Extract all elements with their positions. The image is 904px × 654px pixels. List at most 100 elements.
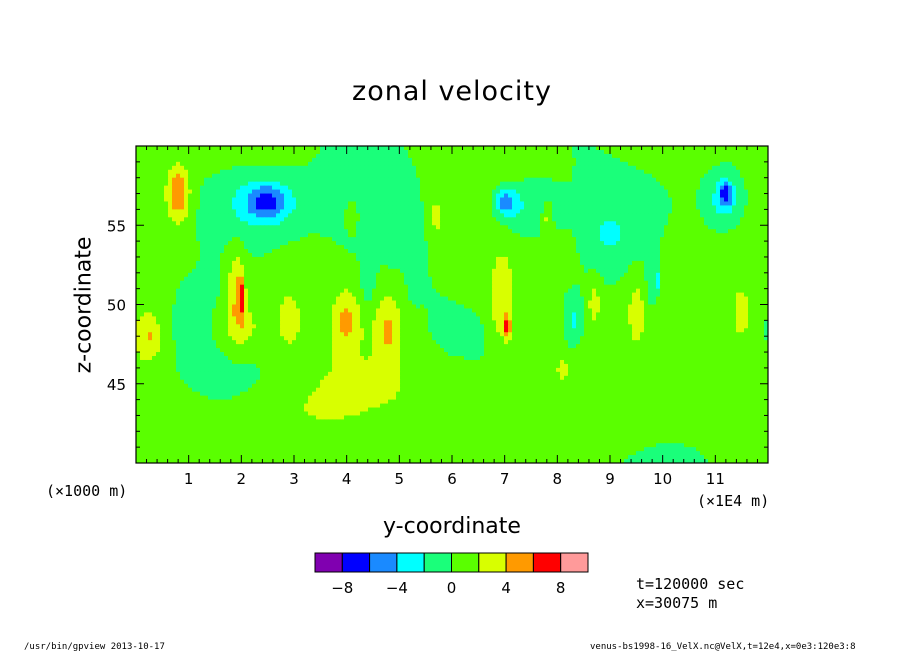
heatmap-cell [536,153,541,159]
heatmap-cell [468,197,473,202]
heatmap-cell [692,157,697,163]
heatmap-cell [224,189,229,194]
heatmap-cell [276,237,281,242]
heatmap-cell [492,233,497,238]
heatmap-cell [632,189,637,194]
heatmap-cell [456,217,461,222]
heatmap-cell [268,245,273,250]
heatmap-cell [304,201,309,206]
heatmap-cell [584,241,589,246]
heatmap-cell [180,264,185,270]
heatmap-cell [212,157,217,163]
heatmap-cell [572,260,577,266]
heatmap-cell [372,181,377,187]
heatmap-cell [384,217,389,222]
heatmap-cell [636,213,641,218]
heatmap-cell [500,153,505,159]
heatmap-cell [632,233,637,238]
heatmap-cell [500,233,505,238]
heatmap-cell [620,177,625,183]
heatmap-cell [236,268,241,274]
heatmap-cell [592,260,597,266]
heatmap-cell [172,260,177,266]
heatmap-cell [200,252,205,258]
heatmap-cell [476,260,481,266]
heatmap-cell [560,181,565,187]
heatmap-cell [592,264,597,270]
heatmap-cell [628,264,633,270]
heatmap-cell [372,213,377,218]
heatmap-cell [204,177,209,183]
heatmap-cell [240,260,245,266]
heatmap-cell [260,249,265,254]
heatmap-cell [328,149,333,155]
heatmap-cell [672,185,677,190]
heatmap-cell [436,153,441,159]
heatmap-cell [396,241,401,246]
heatmap-cell [664,181,669,187]
heatmap-cell [308,260,313,266]
heatmap-cell [176,161,181,167]
heatmap-cell [504,217,509,222]
heatmap-cell [300,185,305,190]
heatmap-cell [268,149,273,155]
heatmap-cell [276,260,281,266]
heatmap-cell [228,197,233,202]
heatmap-cell [596,197,601,202]
heatmap-cell [332,268,337,274]
heatmap-cell [340,177,345,183]
heatmap-cell [348,268,353,274]
heatmap-cell [632,205,637,210]
heatmap-cell [536,193,541,198]
heatmap-cell [396,157,401,163]
heatmap-cell [752,153,757,159]
heatmap-cell [292,268,297,274]
heatmap-cell [452,146,457,151]
heatmap-cell [504,173,509,179]
heatmap-cell [584,149,589,155]
heatmap-cell [448,245,453,250]
heatmap-cell [652,146,657,151]
heatmap-cell [344,181,349,187]
heatmap-cell [484,252,489,258]
heatmap-cell [512,173,517,179]
heatmap-cell [172,153,177,159]
heatmap-cell [396,209,401,214]
heatmap-cell [316,197,321,202]
heatmap-cell [592,256,597,262]
heatmap-cell [756,157,761,163]
heatmap-cell [672,146,677,151]
heatmap-cell [624,245,629,250]
heatmap-cell [148,165,153,171]
heatmap-cell [472,264,477,270]
heatmap-cell [568,201,573,206]
heatmap-cell [388,185,393,190]
heatmap-cell [652,233,657,238]
heatmap-cell [244,197,249,202]
heatmap-cell [212,225,217,230]
heatmap-cell [704,189,709,194]
heatmap-cell [532,181,537,187]
heatmap-cell [244,217,249,222]
heatmap-cell [544,209,549,214]
heatmap-cell [160,225,165,230]
heatmap-cell [220,173,225,179]
heatmap-cell [260,205,265,210]
heatmap-cell [160,157,165,163]
heatmap-cell [668,225,673,230]
heatmap-cell [480,169,485,175]
heatmap-cell [192,237,197,242]
heatmap-cell [664,146,669,151]
heatmap-cell [320,241,325,246]
heatmap-cell [460,201,465,206]
heatmap-cell [328,268,333,274]
heatmap-cell [336,268,341,274]
heatmap-cell [448,165,453,171]
heatmap-cell [704,177,709,183]
heatmap-cell [684,161,689,167]
heatmap-cell [708,146,713,151]
heatmap-cell [272,165,277,171]
heatmap-cell [752,169,757,175]
heatmap-cell [672,165,677,171]
heatmap-cell [308,268,313,274]
